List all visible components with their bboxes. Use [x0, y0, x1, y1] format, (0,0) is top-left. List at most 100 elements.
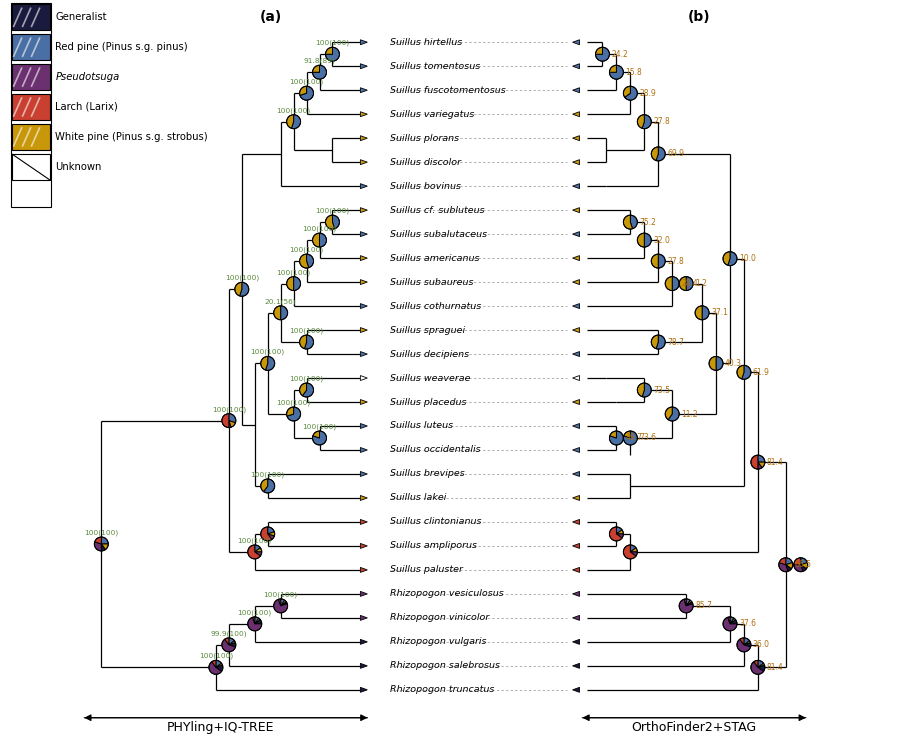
Polygon shape — [360, 544, 367, 548]
Wedge shape — [216, 665, 223, 671]
Wedge shape — [672, 276, 679, 291]
Polygon shape — [360, 351, 367, 357]
Wedge shape — [656, 335, 665, 349]
Wedge shape — [624, 545, 636, 559]
Wedge shape — [651, 335, 659, 348]
Text: Suillus lakei: Suillus lakei — [390, 493, 447, 502]
Text: Suillus subaureus: Suillus subaureus — [390, 278, 474, 287]
Text: 73.5: 73.5 — [653, 385, 671, 394]
Text: 99.9(100): 99.9(100) — [211, 630, 247, 637]
Text: PHYling+IQ-TREE: PHYling+IQ-TREE — [167, 721, 275, 734]
Polygon shape — [572, 568, 580, 572]
Polygon shape — [360, 136, 367, 140]
Polygon shape — [572, 639, 580, 644]
Polygon shape — [572, 520, 580, 524]
FancyBboxPatch shape — [12, 35, 49, 60]
Wedge shape — [679, 276, 686, 291]
Text: 100(100): 100(100) — [212, 406, 246, 412]
Text: Rhizopogon vesiculosus: Rhizopogon vesiculosus — [390, 590, 504, 599]
Wedge shape — [723, 252, 730, 265]
Wedge shape — [102, 544, 105, 551]
Wedge shape — [224, 638, 229, 645]
Wedge shape — [624, 431, 630, 438]
Polygon shape — [572, 351, 580, 357]
Text: (b): (b) — [688, 11, 711, 24]
Wedge shape — [780, 558, 786, 565]
Polygon shape — [360, 400, 367, 405]
Wedge shape — [794, 558, 801, 565]
Text: 20.1(56): 20.1(56) — [265, 298, 297, 305]
Wedge shape — [651, 254, 659, 268]
Text: Suillus placedus: Suillus placedus — [390, 397, 467, 406]
Polygon shape — [572, 448, 580, 452]
Wedge shape — [312, 65, 320, 72]
Wedge shape — [624, 215, 633, 229]
Text: 11.2: 11.2 — [682, 409, 698, 418]
FancyBboxPatch shape — [12, 5, 49, 30]
Text: 100(100): 100(100) — [199, 653, 233, 659]
Text: 100(100): 100(100) — [302, 424, 337, 430]
Wedge shape — [638, 115, 644, 128]
Text: 37.6: 37.6 — [739, 620, 756, 629]
Text: Suillus brevipes: Suillus brevipes — [390, 469, 465, 478]
Wedge shape — [730, 617, 734, 624]
Wedge shape — [278, 599, 280, 606]
Wedge shape — [651, 147, 659, 161]
Wedge shape — [751, 662, 764, 674]
Wedge shape — [644, 233, 651, 247]
Wedge shape — [255, 545, 260, 552]
Wedge shape — [758, 660, 764, 668]
Text: Unknown: Unknown — [56, 161, 102, 172]
Text: 37.1: 37.1 — [711, 309, 728, 318]
Text: 91.8(89): 91.8(89) — [303, 58, 335, 65]
Text: Suillus paluster: Suillus paluster — [390, 566, 463, 575]
Wedge shape — [686, 602, 692, 606]
Polygon shape — [360, 64, 367, 68]
Wedge shape — [320, 233, 326, 247]
Text: Suillus fuscotomentosus: Suillus fuscotomentosus — [390, 86, 506, 95]
Text: 75.2: 75.2 — [639, 218, 656, 227]
Text: 100(100): 100(100) — [251, 472, 285, 478]
Text: Suillus plorans: Suillus plorans — [390, 134, 460, 143]
Text: 24.2: 24.2 — [612, 50, 628, 59]
Text: Suillus americanus: Suillus americanus — [390, 254, 480, 263]
Polygon shape — [360, 184, 367, 189]
Wedge shape — [94, 541, 102, 551]
Polygon shape — [572, 231, 580, 237]
Text: Suillus decipiens: Suillus decipiens — [390, 349, 469, 358]
Wedge shape — [229, 421, 235, 427]
Text: 100(100): 100(100) — [289, 376, 323, 382]
Wedge shape — [240, 282, 249, 297]
Wedge shape — [102, 544, 108, 550]
Polygon shape — [360, 615, 367, 620]
Text: Suillus luteus: Suillus luteus — [390, 421, 453, 430]
Wedge shape — [255, 552, 262, 556]
Text: Red pine (Pinus s.g. pinus): Red pine (Pinus s.g. pinus) — [56, 42, 188, 53]
FancyBboxPatch shape — [12, 124, 49, 150]
Wedge shape — [684, 599, 686, 606]
Wedge shape — [609, 65, 624, 79]
Text: 100(100): 100(100) — [84, 529, 118, 536]
Wedge shape — [280, 600, 287, 606]
Text: 28.4: 28.4 — [682, 279, 698, 288]
Wedge shape — [255, 547, 262, 552]
Polygon shape — [360, 40, 367, 45]
Wedge shape — [786, 565, 791, 572]
Wedge shape — [222, 414, 229, 427]
Text: 100(100): 100(100) — [264, 592, 298, 598]
Text: Suillus clintonianus: Suillus clintonianus — [390, 517, 482, 526]
Polygon shape — [572, 424, 580, 429]
Text: (a): (a) — [259, 11, 282, 24]
Polygon shape — [572, 207, 580, 213]
Text: 100(100): 100(100) — [277, 107, 311, 113]
Wedge shape — [630, 215, 638, 229]
Wedge shape — [274, 306, 280, 320]
Wedge shape — [716, 357, 723, 370]
Wedge shape — [267, 532, 275, 536]
Text: 100(100): 100(100) — [315, 208, 350, 214]
Wedge shape — [642, 383, 651, 397]
Wedge shape — [94, 537, 102, 544]
Wedge shape — [280, 602, 288, 606]
Wedge shape — [229, 414, 235, 423]
Wedge shape — [656, 147, 665, 161]
